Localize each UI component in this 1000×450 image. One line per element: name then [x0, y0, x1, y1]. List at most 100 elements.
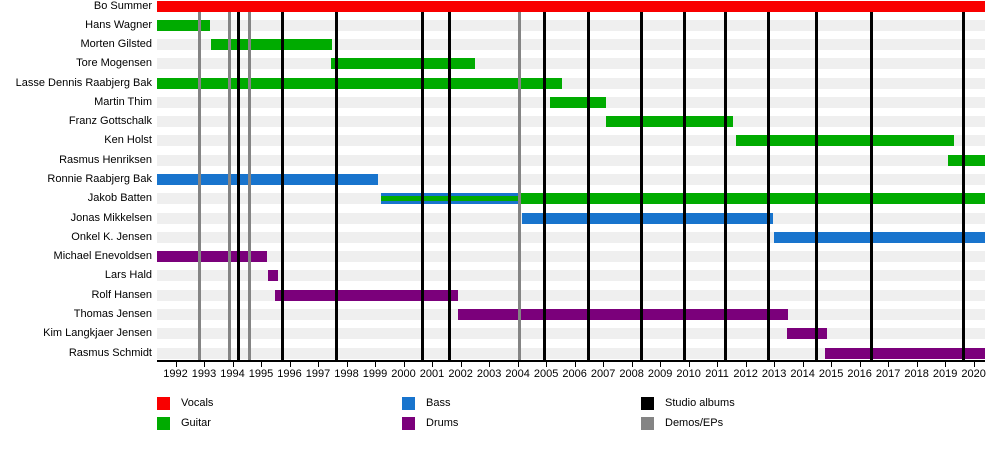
legend-swatch-demos_eps [641, 417, 654, 430]
member-label: Thomas Jensen [73, 308, 152, 320]
row-track [157, 251, 985, 262]
year-tick [517, 362, 519, 367]
year-label: 2010 [676, 368, 701, 380]
legend-label: Vocals [181, 397, 214, 409]
year-tick [774, 362, 776, 367]
row-track [157, 290, 985, 301]
member-label: Franz Gottschalk [68, 115, 152, 127]
year-label: 2000 [391, 368, 416, 380]
legend-label: Demos/EPs [665, 417, 724, 429]
year-tick [745, 362, 747, 367]
demo-ep-line [198, 12, 202, 360]
member-bar-vocals [157, 1, 985, 12]
year-tick [973, 362, 975, 367]
member-name-column: Bo Summer Hans Wagner Morten Gilsted Tore M… [0, 0, 152, 365]
year-tick [346, 362, 348, 367]
year-tick [859, 362, 861, 367]
year-tick [660, 362, 662, 367]
year-label: 2004 [505, 368, 530, 380]
studio-album-line [962, 12, 966, 360]
year-label: 2005 [533, 368, 559, 380]
studio-album-line [236, 12, 240, 360]
year-label: 1992 [163, 368, 188, 380]
studio-album-line [869, 12, 873, 360]
legend-label: Guitar [181, 417, 211, 429]
member-label: Martin Thim [94, 96, 152, 108]
year-label: 2018 [904, 368, 929, 380]
legend-swatch-vocals [157, 397, 170, 410]
member-bar-bass [774, 232, 985, 243]
member-bar-guitar [519, 193, 985, 204]
year-label: 2013 [761, 368, 787, 380]
year-tick [204, 362, 205, 367]
year-tick [375, 362, 376, 367]
member-label: Onkel K. Jensen [71, 231, 152, 243]
studio-album-line [280, 12, 284, 360]
row-track [157, 116, 985, 127]
year-tick [574, 362, 576, 367]
member-label: Ken Holst [104, 134, 152, 146]
x-axis-line [157, 360, 985, 362]
year-tick [289, 362, 291, 367]
year-label: 1995 [248, 368, 274, 380]
row-track [157, 270, 985, 281]
legend-label: Drums [426, 417, 459, 429]
member-bar-guitar [330, 58, 475, 69]
member-bar-drums [786, 328, 827, 339]
member-label: Kim Langkjaer Jensen [43, 327, 152, 339]
year-label: 2011 [705, 368, 729, 380]
row-track [157, 328, 985, 339]
row-track [157, 348, 985, 359]
row-track [157, 135, 985, 146]
studio-album-line [724, 12, 728, 360]
year-label: 1994 [220, 368, 245, 380]
year-label: 2003 [476, 368, 502, 380]
row-track [157, 174, 985, 185]
year-tick [432, 362, 433, 367]
member-label: Rasmus Schmidt [68, 347, 152, 359]
year-label: 2020 [961, 368, 986, 380]
year-tick [603, 362, 605, 367]
year-tick [546, 362, 548, 367]
year-label: 1998 [334, 368, 359, 380]
studio-album-line [640, 12, 643, 360]
member-label: Ronnie Raabjerg Bak [47, 173, 152, 185]
demo-ep-line [248, 12, 252, 360]
year-label: 2002 [448, 368, 473, 380]
year-tick [888, 362, 890, 367]
year-tick [802, 362, 804, 367]
year-tick [460, 362, 462, 367]
legend-swatch-drums [402, 417, 415, 430]
row-track [157, 232, 985, 243]
member-bar-bass [521, 213, 773, 224]
year-tick [403, 362, 405, 367]
year-tick [717, 362, 719, 367]
member-bar-drums [268, 270, 279, 281]
member-bar-drums [157, 251, 267, 262]
member-label: Rasmus Henriksen [59, 154, 152, 166]
member-label: Lars Hald [104, 269, 152, 281]
studio-album-line [335, 12, 339, 360]
member-label: Rolf Hansen [91, 289, 152, 301]
studio-album-line [587, 12, 591, 360]
year-label: 2014 [790, 368, 815, 380]
member-label: Lasse Dennis Raabjerg Bak [15, 77, 152, 89]
year-tick [945, 362, 947, 367]
demo-ep-line [228, 12, 232, 360]
legend-swatch-studio_albums [641, 397, 654, 410]
year-tick [688, 362, 690, 367]
year-tick [232, 362, 234, 367]
studio-album-line [447, 12, 451, 360]
year-tick [261, 362, 262, 367]
studio-album-line [766, 12, 770, 360]
year-label: 2015 [818, 368, 844, 380]
year-label: 2006 [562, 368, 587, 380]
row-track [157, 155, 985, 166]
demo-ep-line [517, 12, 521, 360]
year-label: 2016 [847, 368, 872, 380]
member-bar-drums [457, 309, 789, 320]
member-bar-guitar [947, 155, 985, 166]
studio-album-line [682, 12, 686, 360]
studio-album-line [420, 12, 424, 360]
